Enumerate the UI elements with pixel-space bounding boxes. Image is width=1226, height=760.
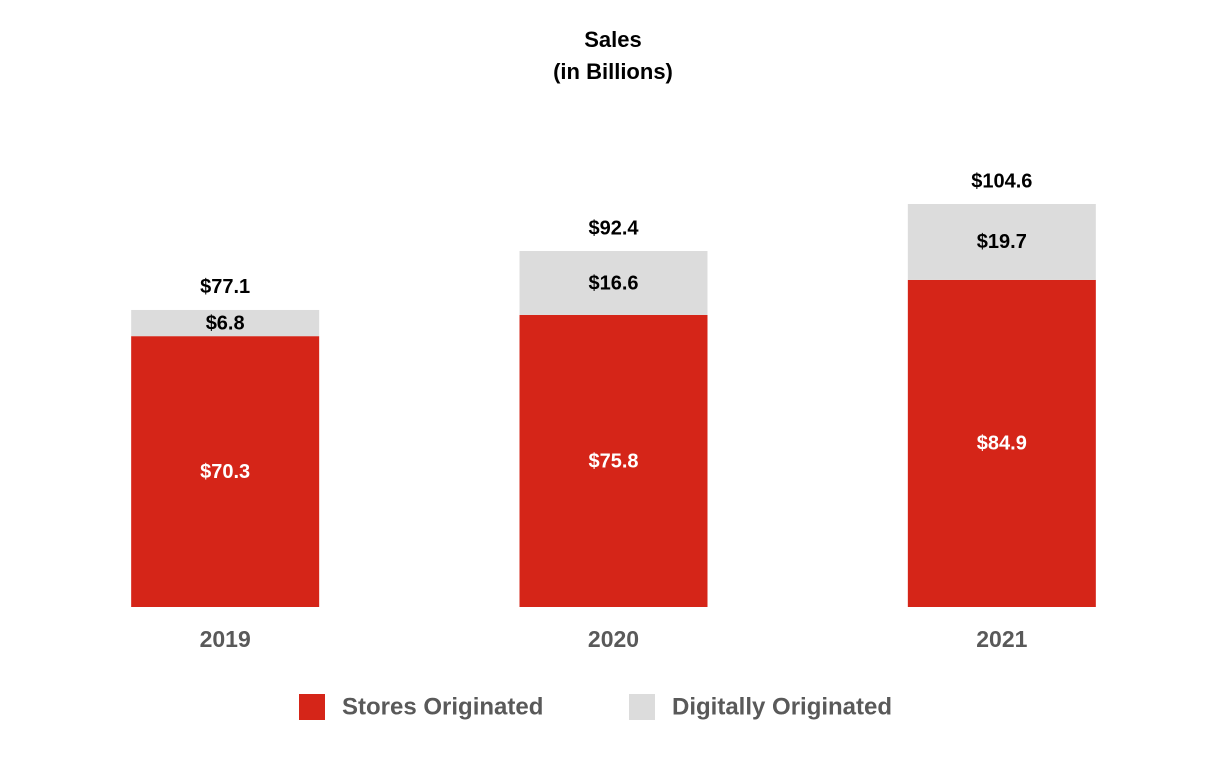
total-label: $92.4 [588,217,639,239]
data-label: $70.3 [200,461,250,483]
x-tick-label: 2019 [200,626,251,652]
bar-segment [131,309,320,337]
data-label: $75.8 [588,450,638,472]
bar-segment [907,279,1096,607]
x-tick-label: 2021 [976,626,1027,652]
total-label: $77.1 [200,276,250,298]
bar-segment [519,314,708,607]
chart-title: Sales [584,27,642,52]
total-label: $104.6 [971,170,1032,192]
bar-segment [519,251,708,315]
data-label: $16.6 [588,272,638,294]
legend-swatch [629,694,655,720]
data-label: $19.7 [977,231,1027,253]
chart-subtitle: (in Billions) [553,59,673,84]
legend-label: Digitally Originated [672,693,892,720]
data-label: $84.9 [977,433,1027,455]
bar-segment [131,336,320,607]
data-label: $6.8 [206,312,245,334]
legend-label: Stores Originated [342,693,543,720]
x-tick-label: 2020 [588,626,639,652]
legend-swatch [299,694,325,720]
bar-segment [907,204,1096,280]
